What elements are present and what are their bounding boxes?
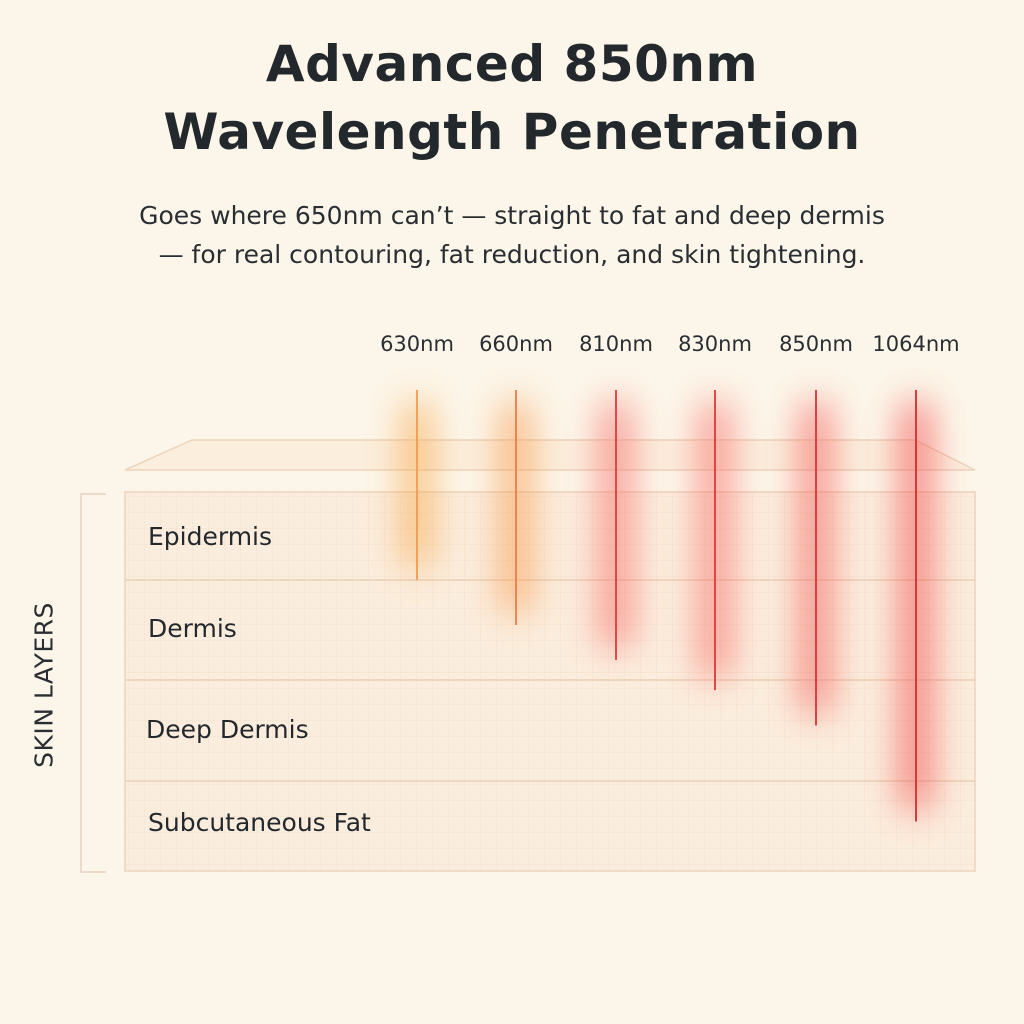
title-line-1: Advanced 850nm <box>265 35 759 93</box>
subtitle-line-1: Goes where 650nm can’t — straight to fat… <box>139 201 885 230</box>
layer-label: Epidermis <box>148 522 273 551</box>
axis-label: SKIN LAYERS <box>29 602 59 768</box>
wavelength-label: 850nm <box>779 332 853 356</box>
layer-label: Subcutaneous Fat <box>148 808 371 837</box>
skin-grid <box>125 492 975 871</box>
layers-bracket <box>80 493 106 873</box>
wavelength-label: 810nm <box>579 332 653 356</box>
page-title: Advanced 850nm Wavelength Penetration <box>0 30 1024 166</box>
layer-label: Deep Dermis <box>146 715 309 744</box>
wavelength-label: 830nm <box>678 332 752 356</box>
wavelength-beams <box>403 390 930 822</box>
wavelength-label: 1064nm <box>872 332 960 356</box>
wavelength-label: 660nm <box>479 332 553 356</box>
page-subtitle: Goes where 650nm can’t — straight to fat… <box>0 196 1024 274</box>
wavelength-label: 630nm <box>380 332 454 356</box>
layer-label: Dermis <box>148 614 237 643</box>
skin-surface <box>124 439 976 471</box>
subtitle-line-2: — for real contouring, fat reduction, an… <box>158 240 866 269</box>
title-line-2: Wavelength Penetration <box>163 103 861 161</box>
